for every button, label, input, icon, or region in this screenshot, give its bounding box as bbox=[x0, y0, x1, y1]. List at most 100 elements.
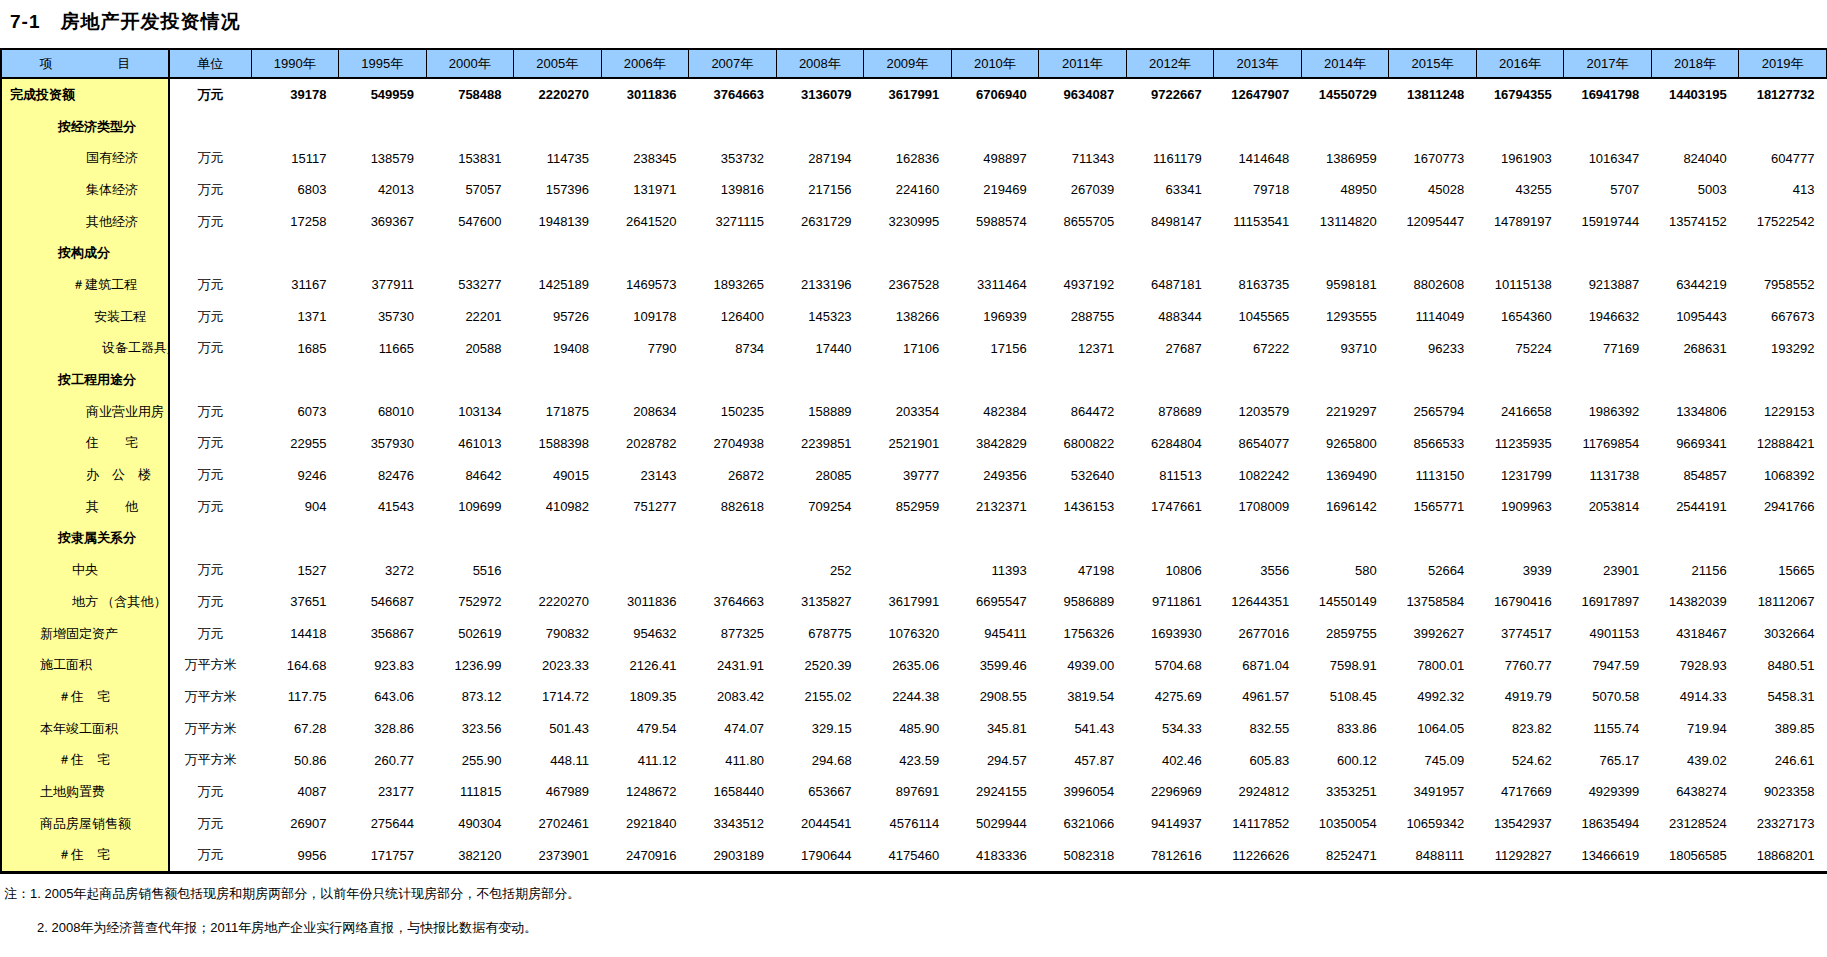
row-label: 新增固定资产 bbox=[1, 618, 169, 650]
cell-value: 6321066 bbox=[1039, 808, 1127, 840]
cell-value: 224160 bbox=[864, 174, 952, 206]
row-unit: 万元 bbox=[169, 554, 251, 586]
row-label: 按经济类型分 bbox=[1, 111, 169, 143]
cell-value: 9669341 bbox=[1651, 428, 1739, 460]
row-unit bbox=[169, 237, 251, 269]
table-row: ＃住 宅万元9956171757382120237390124709162903… bbox=[1, 840, 1827, 873]
row-unit: 万元 bbox=[169, 206, 251, 238]
cell-value bbox=[951, 523, 1039, 555]
cell-value: 3774517 bbox=[1476, 618, 1564, 650]
cell-value: 4183336 bbox=[951, 840, 1039, 873]
cell-value bbox=[951, 237, 1039, 269]
cell-value bbox=[601, 523, 689, 555]
cell-value bbox=[1476, 523, 1564, 555]
cell-value: 502619 bbox=[426, 618, 514, 650]
cell-value: 157396 bbox=[514, 174, 602, 206]
cell-value bbox=[776, 237, 864, 269]
cell-value: 485.90 bbox=[864, 713, 952, 745]
cell-value: 1790644 bbox=[776, 840, 864, 873]
cell-value: 8802608 bbox=[1389, 269, 1477, 301]
cell-value: 2132371 bbox=[951, 491, 1039, 523]
year-header: 2019年 bbox=[1739, 49, 1827, 78]
cell-value: 328.86 bbox=[339, 713, 427, 745]
cell-value: 17156 bbox=[951, 333, 1039, 365]
cell-value: 26872 bbox=[689, 459, 777, 491]
cell-value: 2219297 bbox=[1301, 396, 1389, 428]
row-unit bbox=[169, 523, 251, 555]
row-unit: 万平方米 bbox=[169, 681, 251, 713]
cell-value: 3271115 bbox=[689, 206, 777, 238]
cell-value: 549959 bbox=[339, 78, 427, 111]
cell-value: 4087 bbox=[251, 776, 339, 808]
cell-value: 9722667 bbox=[1126, 78, 1214, 111]
cell-value: 3230995 bbox=[864, 206, 952, 238]
row-unit: 万元 bbox=[169, 459, 251, 491]
cell-value: 1527 bbox=[251, 554, 339, 586]
cell-value: 7958552 bbox=[1739, 269, 1827, 301]
cell-value: 4939.00 bbox=[1039, 649, 1127, 681]
cell-value: 667673 bbox=[1739, 301, 1827, 333]
cell-value: 604777 bbox=[1739, 142, 1827, 174]
cell-value: 13114820 bbox=[1301, 206, 1389, 238]
cell-value: 824040 bbox=[1651, 142, 1739, 174]
cell-value: 532640 bbox=[1039, 459, 1127, 491]
cell-value: 22955 bbox=[251, 428, 339, 460]
year-header: 1995年 bbox=[339, 49, 427, 78]
cell-value bbox=[601, 364, 689, 396]
cell-value: 2631729 bbox=[776, 206, 864, 238]
cell-value: 923.83 bbox=[339, 649, 427, 681]
cell-value bbox=[601, 111, 689, 143]
cell-value bbox=[689, 237, 777, 269]
year-header: 2005年 bbox=[514, 49, 602, 78]
cell-value: 1909963 bbox=[1476, 491, 1564, 523]
cell-value: 11665 bbox=[339, 333, 427, 365]
row-label: ＃住 宅 bbox=[1, 744, 169, 776]
cell-value: 3617991 bbox=[864, 78, 952, 111]
cell-value: 18868201 bbox=[1739, 840, 1827, 873]
cell-value: 8252471 bbox=[1301, 840, 1389, 873]
cell-value: 1248672 bbox=[601, 776, 689, 808]
cell-value: 1685 bbox=[251, 333, 339, 365]
cell-value: 8498147 bbox=[1126, 206, 1214, 238]
cell-value bbox=[1214, 364, 1302, 396]
cell-value: 5070.58 bbox=[1564, 681, 1652, 713]
header-unit-column: 单位 bbox=[169, 49, 251, 78]
cell-value: 3135827 bbox=[776, 586, 864, 618]
table-row: 本年竣工面积万平方米67.28328.86323.56501.43479.544… bbox=[1, 713, 1827, 745]
cell-value: 9246 bbox=[251, 459, 339, 491]
cell-value: 14117852 bbox=[1214, 808, 1302, 840]
cell-value: 50.86 bbox=[251, 744, 339, 776]
row-label: 地方 （含其他） bbox=[1, 586, 169, 618]
row-label: 本年竣工面积 bbox=[1, 713, 169, 745]
cell-value: 9634087 bbox=[1039, 78, 1127, 111]
row-label: 按构成分 bbox=[1, 237, 169, 269]
cell-value: 16917897 bbox=[1564, 586, 1652, 618]
cell-value: 5988574 bbox=[951, 206, 1039, 238]
cell-value: 49015 bbox=[514, 459, 602, 491]
cell-value: 1693930 bbox=[1126, 618, 1214, 650]
cell-value: 3599.46 bbox=[951, 649, 1039, 681]
cell-value bbox=[601, 554, 689, 586]
cell-value: 6706940 bbox=[951, 78, 1039, 111]
table-row: 国有经济万元1511713857915383111473523834535373… bbox=[1, 142, 1827, 174]
cell-value: 1068392 bbox=[1739, 459, 1827, 491]
cell-value: 9414937 bbox=[1126, 808, 1214, 840]
cell-value bbox=[426, 523, 514, 555]
cell-value: 11235935 bbox=[1476, 428, 1564, 460]
cell-value: 1161179 bbox=[1126, 142, 1214, 174]
cell-value bbox=[689, 111, 777, 143]
cell-value: 41543 bbox=[339, 491, 427, 523]
cell-value: 854857 bbox=[1651, 459, 1739, 491]
year-header: 2000年 bbox=[426, 49, 514, 78]
cell-value: 267039 bbox=[1039, 174, 1127, 206]
cell-value: 31167 bbox=[251, 269, 339, 301]
cell-value: 439.02 bbox=[1651, 744, 1739, 776]
cell-value: 323.56 bbox=[426, 713, 514, 745]
cell-value: 19408 bbox=[514, 333, 602, 365]
cell-value: 488344 bbox=[1126, 301, 1214, 333]
cell-value: 1414648 bbox=[1214, 142, 1302, 174]
cell-value: 1064.05 bbox=[1389, 713, 1477, 745]
row-label: 中央 bbox=[1, 554, 169, 586]
cell-value bbox=[864, 523, 952, 555]
cell-value bbox=[1301, 111, 1389, 143]
